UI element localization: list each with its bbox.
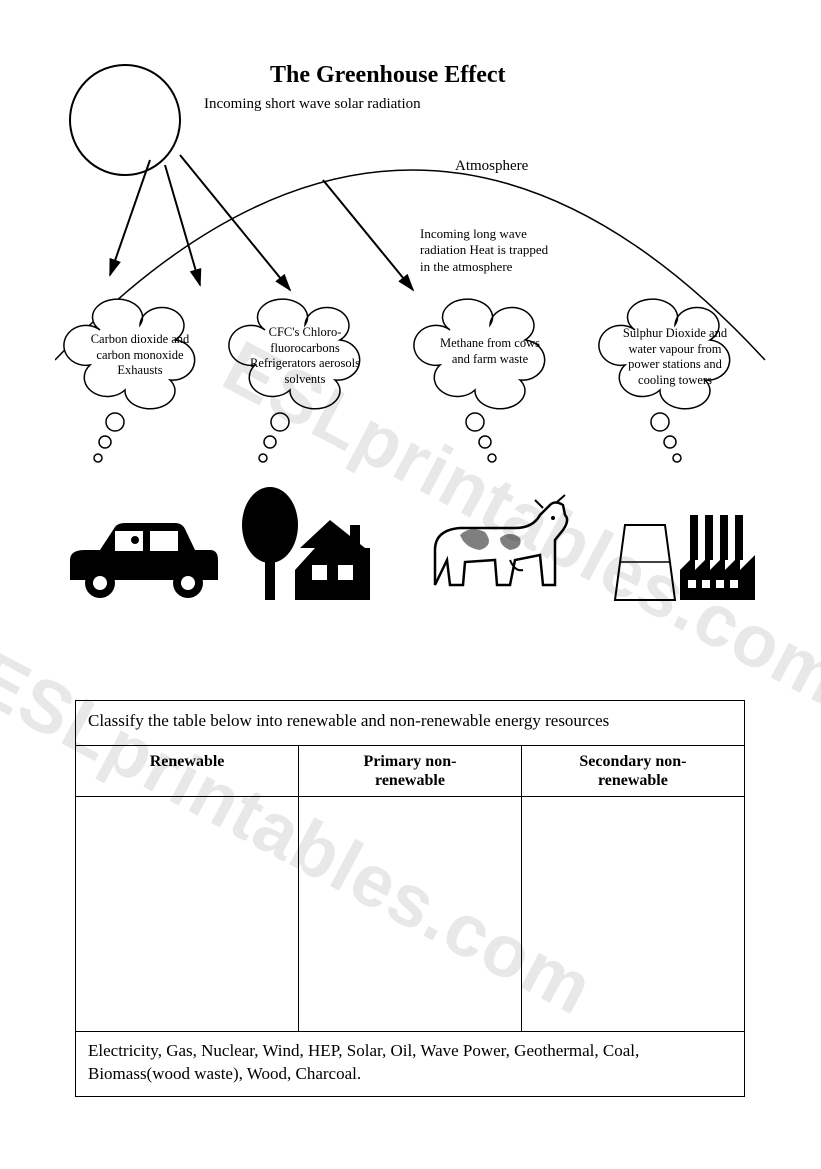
worksheet-box: Classify the table below into renewable … [75, 700, 745, 1097]
cloud-text-carbon: Carbon dioxide and carbon monoxide Exhau… [80, 332, 200, 379]
arrow-icon [165, 165, 200, 285]
page: The Greenhouse Effect Incoming short wav… [0, 0, 821, 1169]
table-header-secondary: Secondary non-renewable [521, 746, 744, 797]
cloud-text-sulphur: Sulphur Dioxide and water vapour from po… [615, 326, 735, 389]
cow-icon [435, 495, 567, 585]
worksheet-instruction: Classify the table below into renewable … [76, 701, 744, 745]
cloud-text-methane: Methane from cows and farm waste [430, 336, 550, 367]
cloud-icon [64, 299, 195, 462]
arrow-icon [323, 180, 413, 290]
house-tree-icon [242, 487, 370, 600]
car-icon [70, 523, 218, 598]
cloud-text-cfc: CFC's Chloro-fluorocarbons Refrigerators… [245, 325, 365, 388]
arrow-icon [110, 160, 150, 275]
table-header-renewable: Renewable [76, 746, 299, 797]
table-cell[interactable] [521, 797, 744, 1032]
table-header-primary: Primary non-renewable [299, 746, 522, 797]
table-row [76, 797, 744, 1032]
worksheet-items: Electricity, Gas, Nuclear, Wind, HEP, So… [76, 1032, 744, 1096]
cloud-icon [414, 299, 545, 462]
table-cell[interactable] [299, 797, 522, 1032]
sun-icon [70, 65, 180, 175]
table-cell[interactable] [76, 797, 299, 1032]
factory-icon [615, 515, 755, 600]
classification-table: Renewable Primary non-renewable Secondar… [76, 745, 744, 1032]
